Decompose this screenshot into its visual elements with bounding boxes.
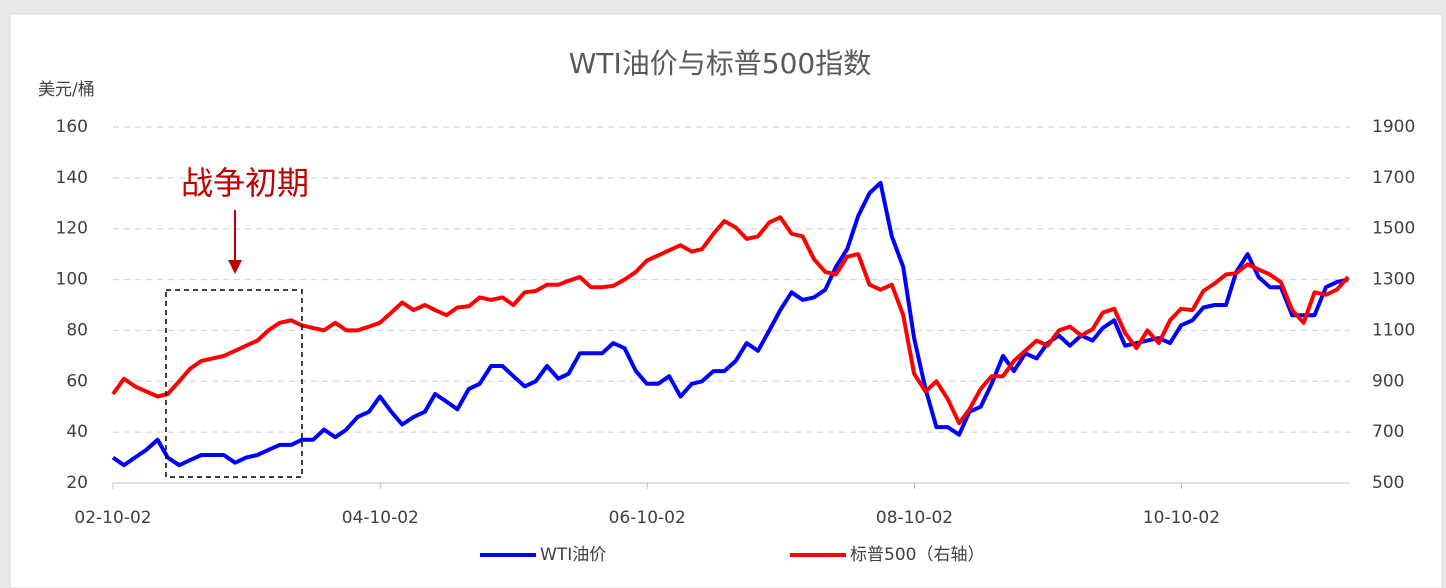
y-tick-label: 160: [56, 117, 88, 137]
y-tick-label: 140: [56, 168, 88, 188]
y-tick-label: 120: [56, 219, 88, 239]
chart-area: [9, 13, 1443, 588]
y-axis-label: 美元/桶: [38, 80, 95, 100]
y-tick-label: 20: [66, 473, 88, 493]
y2-tick-label: 900: [1372, 371, 1404, 391]
legend-label: 标普500（右轴）: [850, 545, 984, 565]
y-tick-label: 80: [66, 320, 88, 340]
x-tick-label: 04-10-02: [342, 508, 419, 528]
y2-tick-label: 1100: [1372, 320, 1415, 340]
legend-label: WTI油价: [540, 545, 606, 565]
y-tick-label: 40: [66, 422, 88, 442]
y2-tick-label: 1300: [1372, 270, 1415, 290]
y-tick-label: 60: [66, 371, 88, 391]
y2-tick-label: 1700: [1372, 168, 1415, 188]
annotation: 战争初期: [181, 164, 309, 202]
y2-tick-label: 700: [1372, 422, 1404, 442]
x-tick-label: 06-10-02: [609, 508, 686, 528]
x-tick-label: 02-10-02: [74, 508, 151, 528]
highlight-box: [165, 289, 303, 478]
y-tick-label: 100: [56, 270, 88, 290]
x-tick-label: 08-10-02: [876, 508, 953, 528]
x-tick-label: 10-10-02: [1143, 508, 1220, 528]
series-line: [111, 215, 1350, 426]
y2-tick-label: 1500: [1372, 219, 1415, 239]
arrow-head: [228, 260, 242, 274]
plot: [111, 126, 1350, 489]
y2-tick-label: 1900: [1372, 117, 1415, 137]
y2-tick-label: 500: [1372, 473, 1404, 493]
chart-title: WTI油价与标普500指数: [569, 47, 872, 80]
